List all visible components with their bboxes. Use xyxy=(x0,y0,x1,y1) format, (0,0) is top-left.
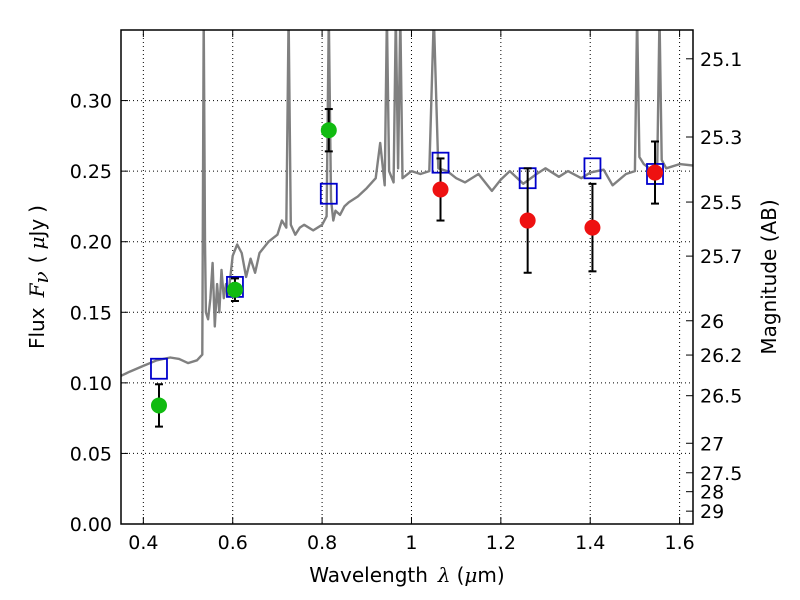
plot-frame xyxy=(120,29,694,525)
data-layer xyxy=(121,30,693,428)
right-tick-label: 27 xyxy=(700,433,724,455)
observed-flux-point xyxy=(647,164,664,181)
right-tick-label: 27.5 xyxy=(700,463,742,485)
y-axis-label: FluxFν(μJy) xyxy=(25,205,53,349)
y-tick-label: 0.30 xyxy=(70,91,112,113)
right-tick-label: 25.7 xyxy=(700,246,742,268)
right-tick-label: 26 xyxy=(700,311,724,333)
y-tick-label: 0.15 xyxy=(70,302,112,324)
x-tick-label: 0.8 xyxy=(307,532,337,554)
y-tick-label: 0.25 xyxy=(70,161,112,183)
x-tick-label: 1 xyxy=(405,532,417,554)
x-tick-label: 0.6 xyxy=(218,532,248,554)
right-tick-label: 25.1 xyxy=(700,49,742,71)
y-tick-label: 0.05 xyxy=(70,443,112,465)
observed-flux-point xyxy=(226,281,243,298)
x-tick-label: 1.4 xyxy=(575,532,605,554)
model-flux-square xyxy=(583,157,602,180)
y-tick-label: 0.10 xyxy=(70,373,112,395)
ticks: 0.4 0.6 0.8 1 1.2 1.4 1.6 0.00 0.05 0.10 0.15 0.20 0… xyxy=(70,30,742,554)
observed-flux-point xyxy=(150,397,167,414)
right-tick-label: 25.3 xyxy=(700,127,742,149)
right-tick-label: 26.2 xyxy=(700,345,742,367)
observed-flux-point xyxy=(584,219,601,236)
x-tick-label: 1.6 xyxy=(664,532,694,554)
spectrum-line xyxy=(121,30,693,377)
model-flux-square xyxy=(150,357,168,380)
right-tick-label: 28 xyxy=(700,482,724,504)
observed-flux-point xyxy=(519,212,536,229)
model-flux-square xyxy=(319,182,338,205)
right-tick-label: 25.5 xyxy=(700,192,742,214)
y-tick-label: 0.20 xyxy=(70,232,112,254)
x-tick-label: 1.2 xyxy=(486,532,516,554)
observed-flux-point xyxy=(320,122,337,139)
observed-flux-point xyxy=(432,181,449,198)
y-tick-label: 0.00 xyxy=(70,514,112,536)
x-axis-label: Wavelength λ (μm) xyxy=(309,563,504,587)
right-axis-label: Magnitude (AB) xyxy=(757,199,781,354)
right-tick-label: 26.5 xyxy=(700,386,742,408)
right-tick-label: 29 xyxy=(700,501,724,523)
plot-background xyxy=(121,30,693,524)
x-tick-label: 0.4 xyxy=(128,532,158,554)
